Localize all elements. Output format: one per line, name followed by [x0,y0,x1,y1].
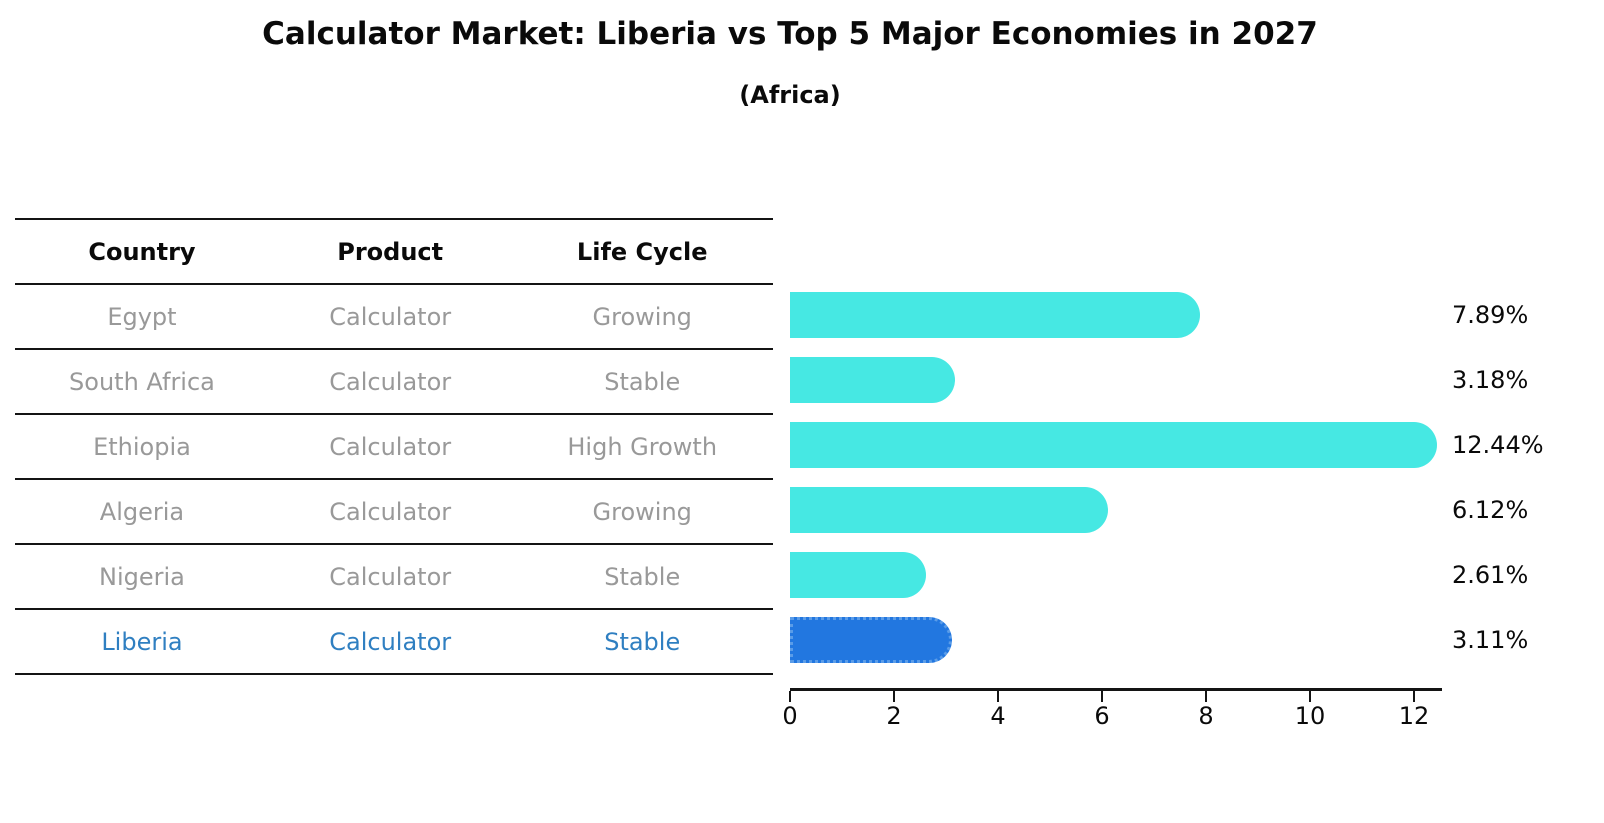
table-row: Nigeria Calculator Stable [15,545,773,610]
table-cell-country: Liberia [101,627,183,656]
table-cell-country: Egypt [107,302,177,331]
table-body: Egypt Calculator Growing South Africa Ca… [15,285,773,675]
table-header-country: Country [88,237,196,266]
data-table: Country Product Life Cycle Egypt Calcula… [15,218,773,675]
x-axis-tick-label: 4 [990,702,1006,730]
bar [790,357,956,403]
x-axis-tick-label: 10 [1294,702,1326,730]
table-cell-lifecycle: Stable [604,562,681,591]
table-cell-country: South Africa [69,367,215,396]
table-row: Algeria Calculator Growing [15,480,773,545]
bar-value-label: 3.18% [1452,366,1529,394]
table-cell-country: Algeria [99,497,185,526]
chart-title: Calculator Market: Liberia vs Top 5 Majo… [262,16,1318,52]
bar-value-label: 7.89% [1452,301,1529,329]
x-axis-tick-label: 0 [782,702,798,730]
chart-subtitle: (Africa) [739,81,841,109]
bar [790,487,1109,533]
table-cell-lifecycle: Growing [592,302,692,331]
bar [790,292,1201,338]
table-cell-product: Calculator [329,432,452,461]
table-cell-product: Calculator [329,302,452,331]
table-cell-product: Calculator [329,562,452,591]
bar-highlight-liberia [790,617,952,663]
table-row: Liberia Calculator Stable [15,610,773,675]
table-row: Egypt Calculator Growing [15,285,773,350]
x-axis-tick-label: 8 [1198,702,1214,730]
table-cell-country: Nigeria [99,562,185,591]
table-header-row: Country Product Life Cycle [15,218,773,285]
bar-value-label: 3.11% [1452,626,1529,654]
x-axis-tick [1205,691,1207,702]
table-cell-product: Calculator [329,367,452,396]
table-row: South Africa Calculator Stable [15,350,773,415]
table-cell-product: Calculator [329,497,452,526]
bar-row [790,608,1450,673]
table-cell-lifecycle: High Growth [567,432,718,461]
table-header-product: Product [337,237,444,266]
table-cell-lifecycle: Stable [604,627,681,656]
x-axis-tick-label: 2 [886,702,902,730]
bar-row [790,543,1450,608]
x-axis-tick [1309,691,1311,702]
bar-value-label: 12.44% [1452,431,1544,459]
bar-row [790,478,1450,543]
x-axis-tick [893,691,895,702]
x-axis-tick-label: 12 [1398,702,1430,730]
table-header-lifecycle: Life Cycle [576,237,708,266]
x-axis-tick [789,691,791,702]
bar-row [790,283,1450,348]
x-axis-tick [997,691,999,702]
bar-value-label: 6.12% [1452,496,1529,524]
x-axis-line [790,688,1442,691]
bar-chart [790,283,1450,673]
x-axis-tick-label: 6 [1094,702,1110,730]
bar-value-label: 2.61% [1452,561,1529,589]
bar [790,552,926,598]
bar [790,422,1437,468]
table-cell-country: Ethiopia [93,432,191,461]
x-axis-tick [1413,691,1415,702]
table-row: Ethiopia Calculator High Growth [15,415,773,480]
table-cell-product: Calculator [329,627,452,656]
x-axis-tick [1101,691,1103,702]
bar-row [790,348,1450,413]
table-cell-lifecycle: Growing [592,497,692,526]
table-cell-lifecycle: Stable [604,367,681,396]
bar-row [790,413,1450,478]
